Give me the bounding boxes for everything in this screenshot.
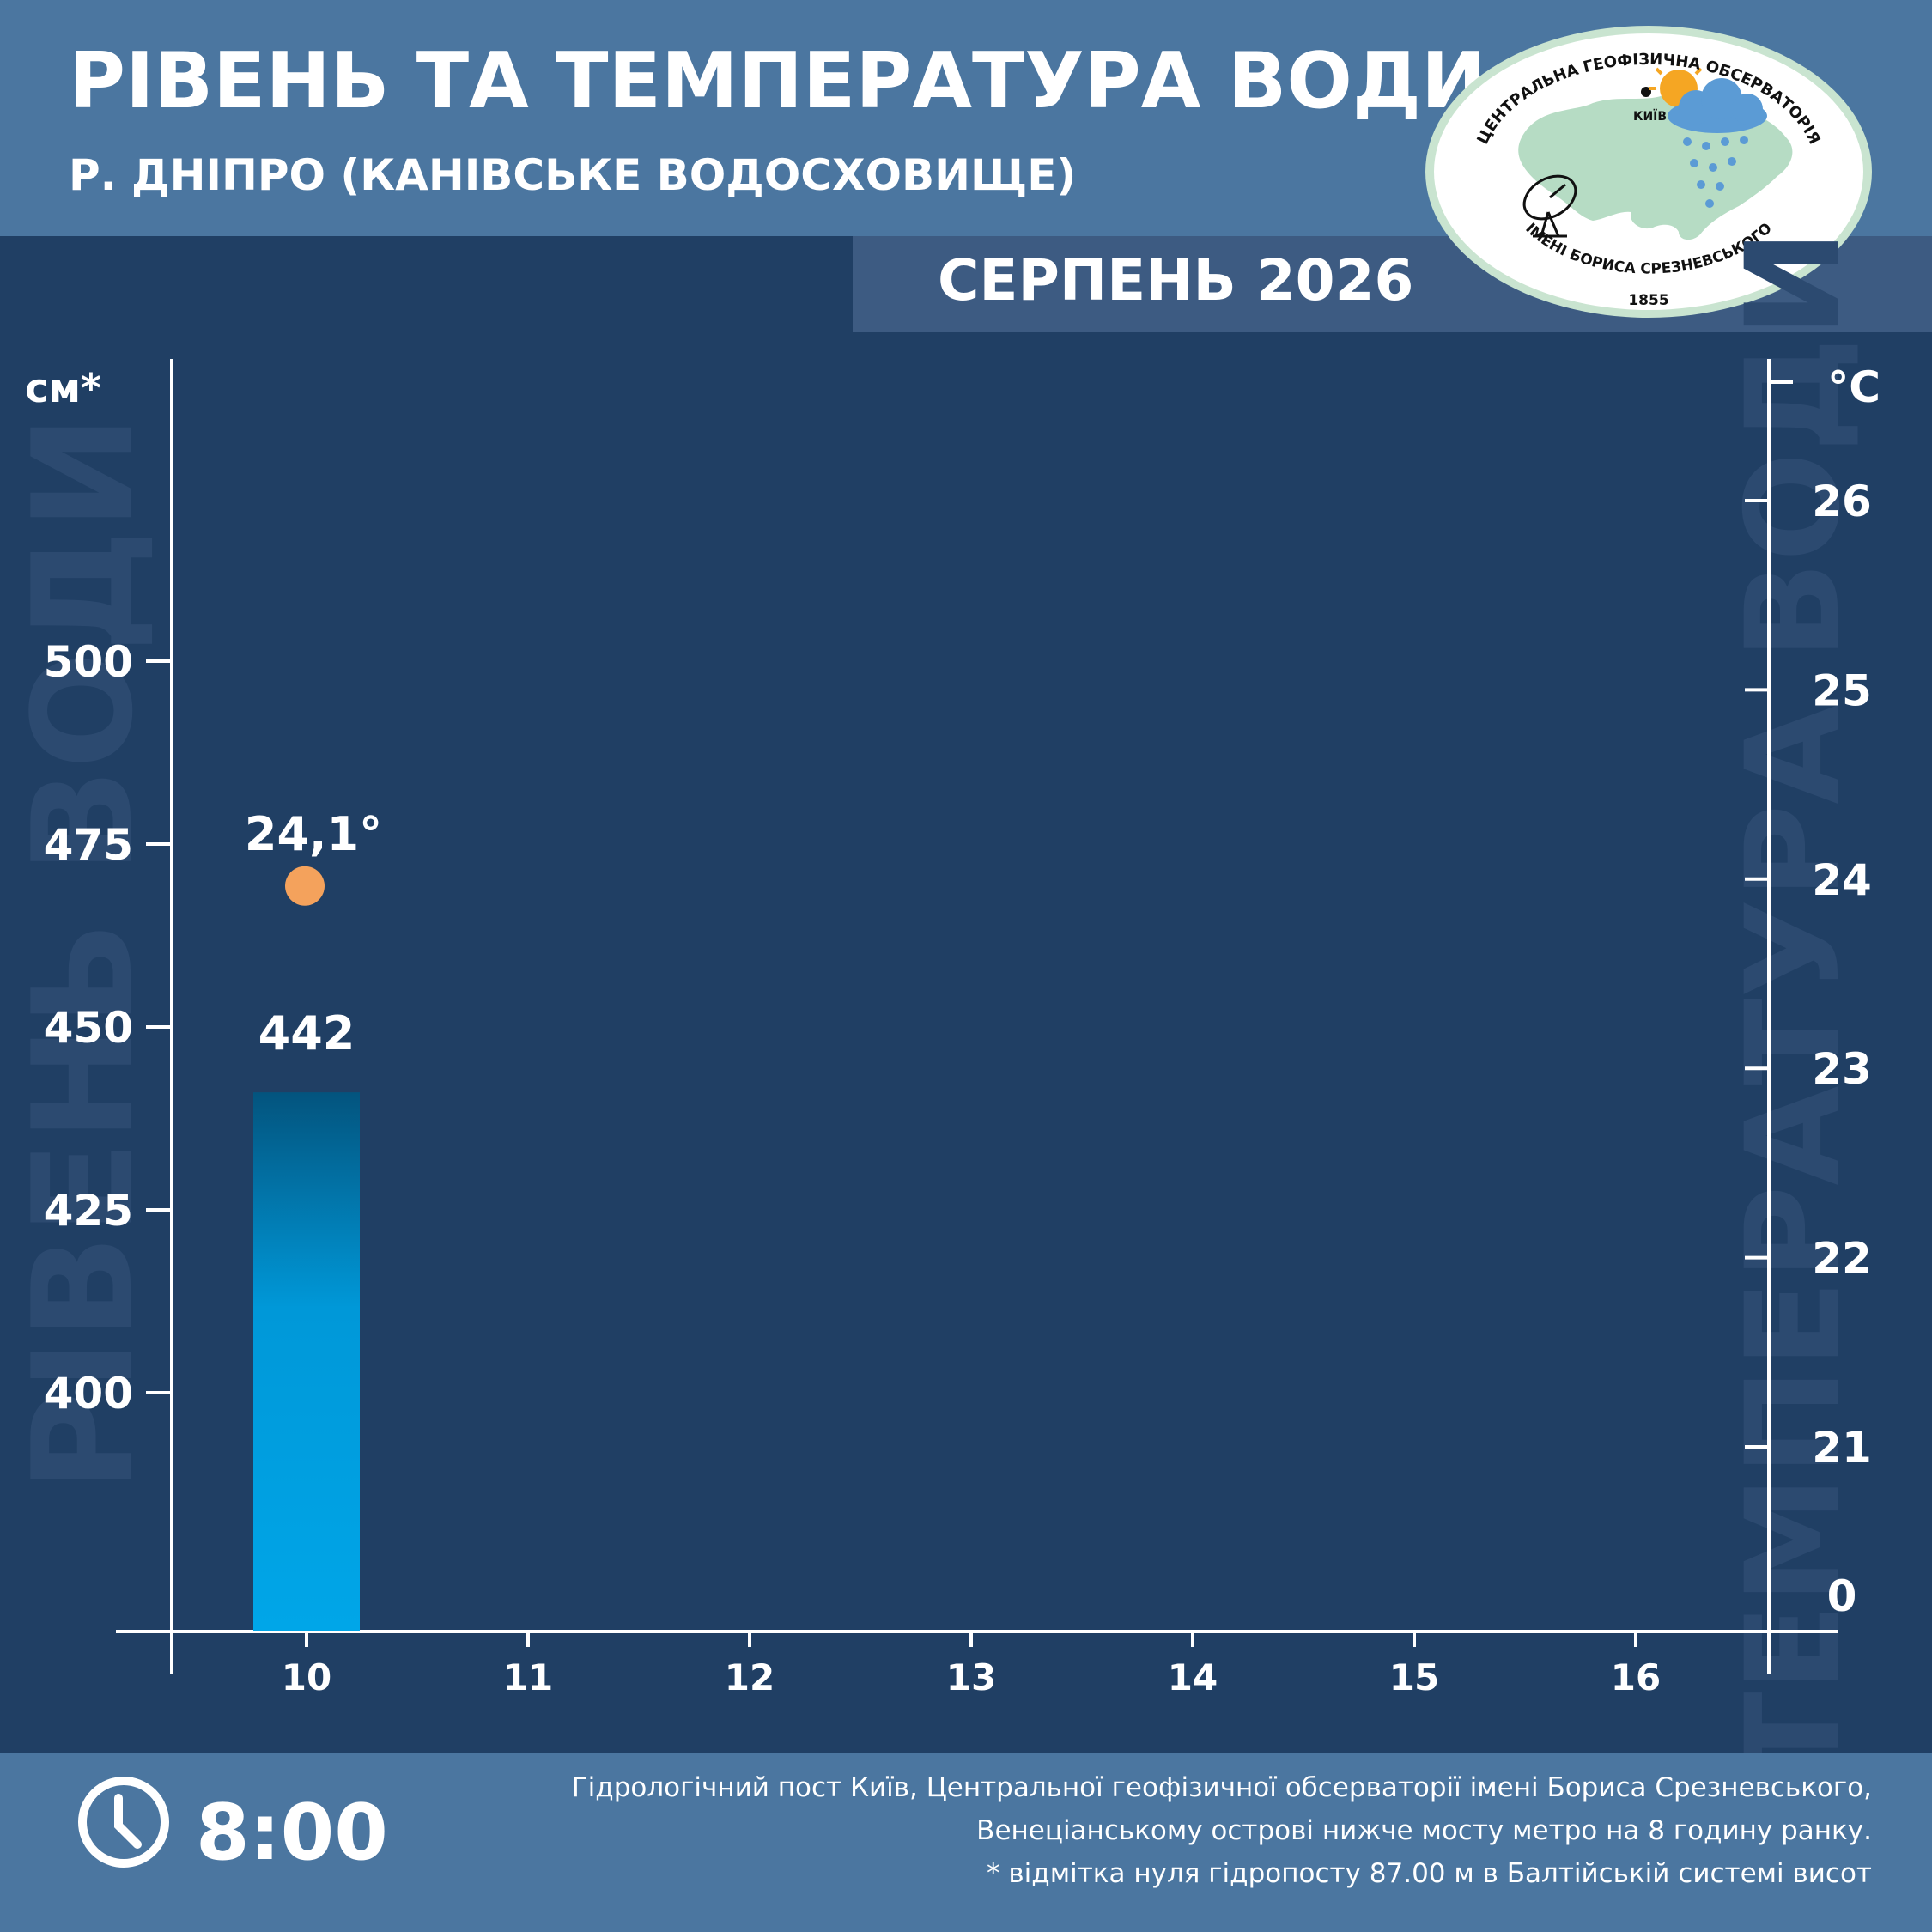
page-subtitle: Р. ДНІПРО (КАНІВСЬКЕ ВОДОСХОВИЩЕ) [69, 150, 1077, 200]
level-bar [253, 1092, 360, 1631]
level-tick-label: 450 [44, 1003, 133, 1053]
level-tick-label: 400 [44, 1369, 133, 1419]
x-tick-label: 12 [725, 1656, 775, 1698]
page-title: РІВЕНЬ ТА ТЕМПЕРАТУРА ВОДИ [69, 36, 1486, 126]
x-tick-label: 16 [1611, 1656, 1661, 1698]
x-tick-label: 13 [946, 1656, 996, 1698]
radar-antenna-icon [1522, 174, 1577, 238]
logo-year: 1855 [1628, 292, 1668, 309]
temperature-tick-label: 22 [1812, 1234, 1872, 1284]
level-tick-label: 500 [44, 637, 133, 687]
level-axis-label: см* [25, 365, 101, 411]
level-tick-label: 475 [44, 820, 133, 870]
footer-bar [0, 1753, 1932, 1932]
footer-note-line-3: * відмітка нуля гідропосту 87.00 м в Бал… [987, 1858, 1872, 1889]
rain-cloud-icon [1668, 78, 1767, 208]
temperature-tick-label: 24 [1812, 855, 1872, 905]
measurement-time: 8:00 [196, 1788, 388, 1878]
temperature-watermark: ТЕМПЕРАТУРА ВОДИ [1719, 229, 1868, 1779]
temperature-axis-label: °С [1827, 362, 1880, 412]
temperature-tick-label: 23 [1812, 1044, 1872, 1094]
month-label: СЕРПЕНЬ 2026 [938, 247, 1414, 313]
clock-icon [78, 1777, 169, 1868]
x-tick-label: 14 [1168, 1656, 1218, 1698]
x-tick-label: 15 [1389, 1656, 1439, 1698]
temperature-value-label: 24,1° [245, 807, 382, 861]
level-tick-label: 425 [44, 1186, 133, 1236]
observatory-logo: КИЇВ ЦЕНТРАЛЬНА ГЕОФІЗИЧНА ОБС [1425, 26, 1872, 318]
temperature-tick-label: 21 [1812, 1423, 1872, 1473]
kyiv-marker-icon [1641, 87, 1651, 97]
temperature-tick-label: 26 [1812, 477, 1872, 526]
temperature-tick-label: 25 [1812, 665, 1872, 715]
temperature-tick-label: 0 [1827, 1571, 1857, 1621]
footer-note-line-1: Гідрологічний пост Київ, Центральної гео… [571, 1772, 1872, 1803]
x-tick-label: 10 [282, 1656, 331, 1698]
logo-city: КИЇВ [1633, 109, 1667, 124]
level-watermark: РІВЕНЬ ВОДИ [3, 415, 163, 1492]
level-value-label: 442 [258, 1006, 355, 1060]
temperature-point [285, 866, 325, 906]
footer-note-line-2: Венеціанському острові нижче мосту метро… [976, 1815, 1872, 1846]
x-tick-label: 11 [503, 1656, 553, 1698]
